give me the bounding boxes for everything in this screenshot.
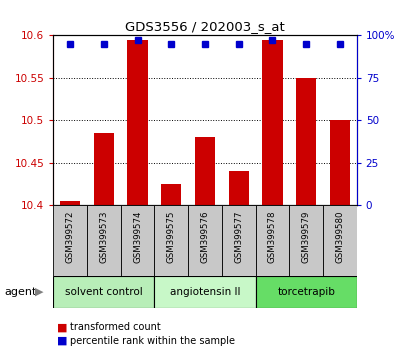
- Text: GSM399575: GSM399575: [166, 211, 175, 263]
- Text: GSM399576: GSM399576: [200, 211, 209, 263]
- Bar: [87, 205, 120, 276]
- Bar: [161, 184, 181, 205]
- Bar: [127, 40, 147, 205]
- Title: GDS3556 / 202003_s_at: GDS3556 / 202003_s_at: [125, 20, 284, 33]
- Bar: [53, 276, 154, 308]
- Text: percentile rank within the sample: percentile rank within the sample: [70, 336, 234, 346]
- Text: GSM399578: GSM399578: [267, 211, 276, 263]
- Bar: [60, 201, 80, 205]
- Text: solvent control: solvent control: [65, 287, 142, 297]
- Text: ■: ■: [57, 322, 68, 332]
- Bar: [228, 171, 248, 205]
- Bar: [120, 205, 154, 276]
- Text: torcetrapib: torcetrapib: [276, 287, 334, 297]
- Bar: [262, 40, 282, 205]
- Bar: [94, 133, 114, 205]
- Bar: [289, 205, 322, 276]
- Bar: [154, 276, 255, 308]
- Text: agent: agent: [4, 287, 36, 297]
- Text: GSM399574: GSM399574: [133, 211, 142, 263]
- Text: transformed count: transformed count: [70, 322, 160, 332]
- Bar: [255, 205, 289, 276]
- Text: GSM399573: GSM399573: [99, 211, 108, 263]
- Bar: [295, 78, 315, 205]
- Bar: [188, 205, 221, 276]
- Bar: [221, 205, 255, 276]
- Bar: [255, 276, 356, 308]
- Bar: [194, 137, 215, 205]
- Text: GSM399572: GSM399572: [65, 211, 74, 263]
- Text: ■: ■: [57, 336, 68, 346]
- Text: angiotensin II: angiotensin II: [169, 287, 240, 297]
- Bar: [53, 205, 87, 276]
- Text: ▶: ▶: [35, 287, 43, 297]
- Bar: [154, 205, 188, 276]
- Bar: [322, 205, 356, 276]
- Text: GSM399580: GSM399580: [335, 211, 344, 263]
- Bar: [329, 120, 349, 205]
- Text: GSM399577: GSM399577: [234, 211, 243, 263]
- Text: GSM399579: GSM399579: [301, 211, 310, 263]
